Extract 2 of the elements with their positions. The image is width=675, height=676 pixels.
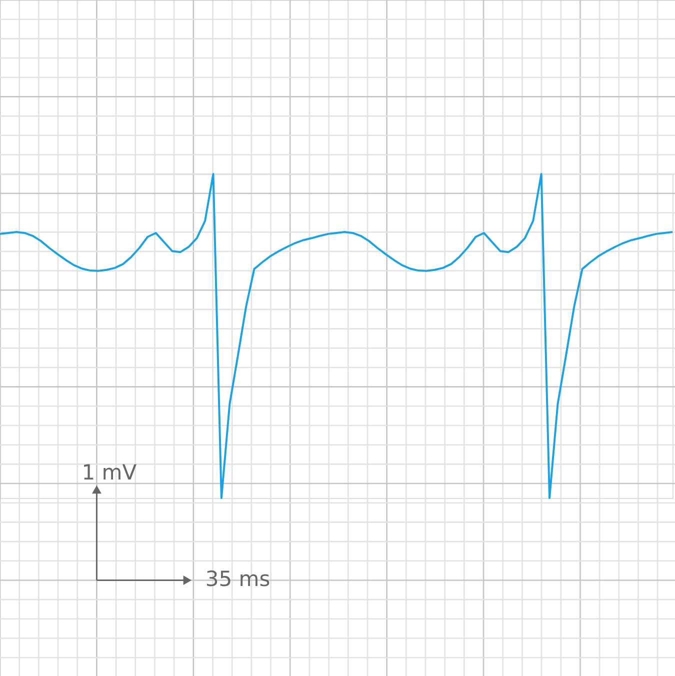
annotation: 1 mV — [82, 460, 138, 485]
text: 35 ms — [205, 567, 270, 592]
